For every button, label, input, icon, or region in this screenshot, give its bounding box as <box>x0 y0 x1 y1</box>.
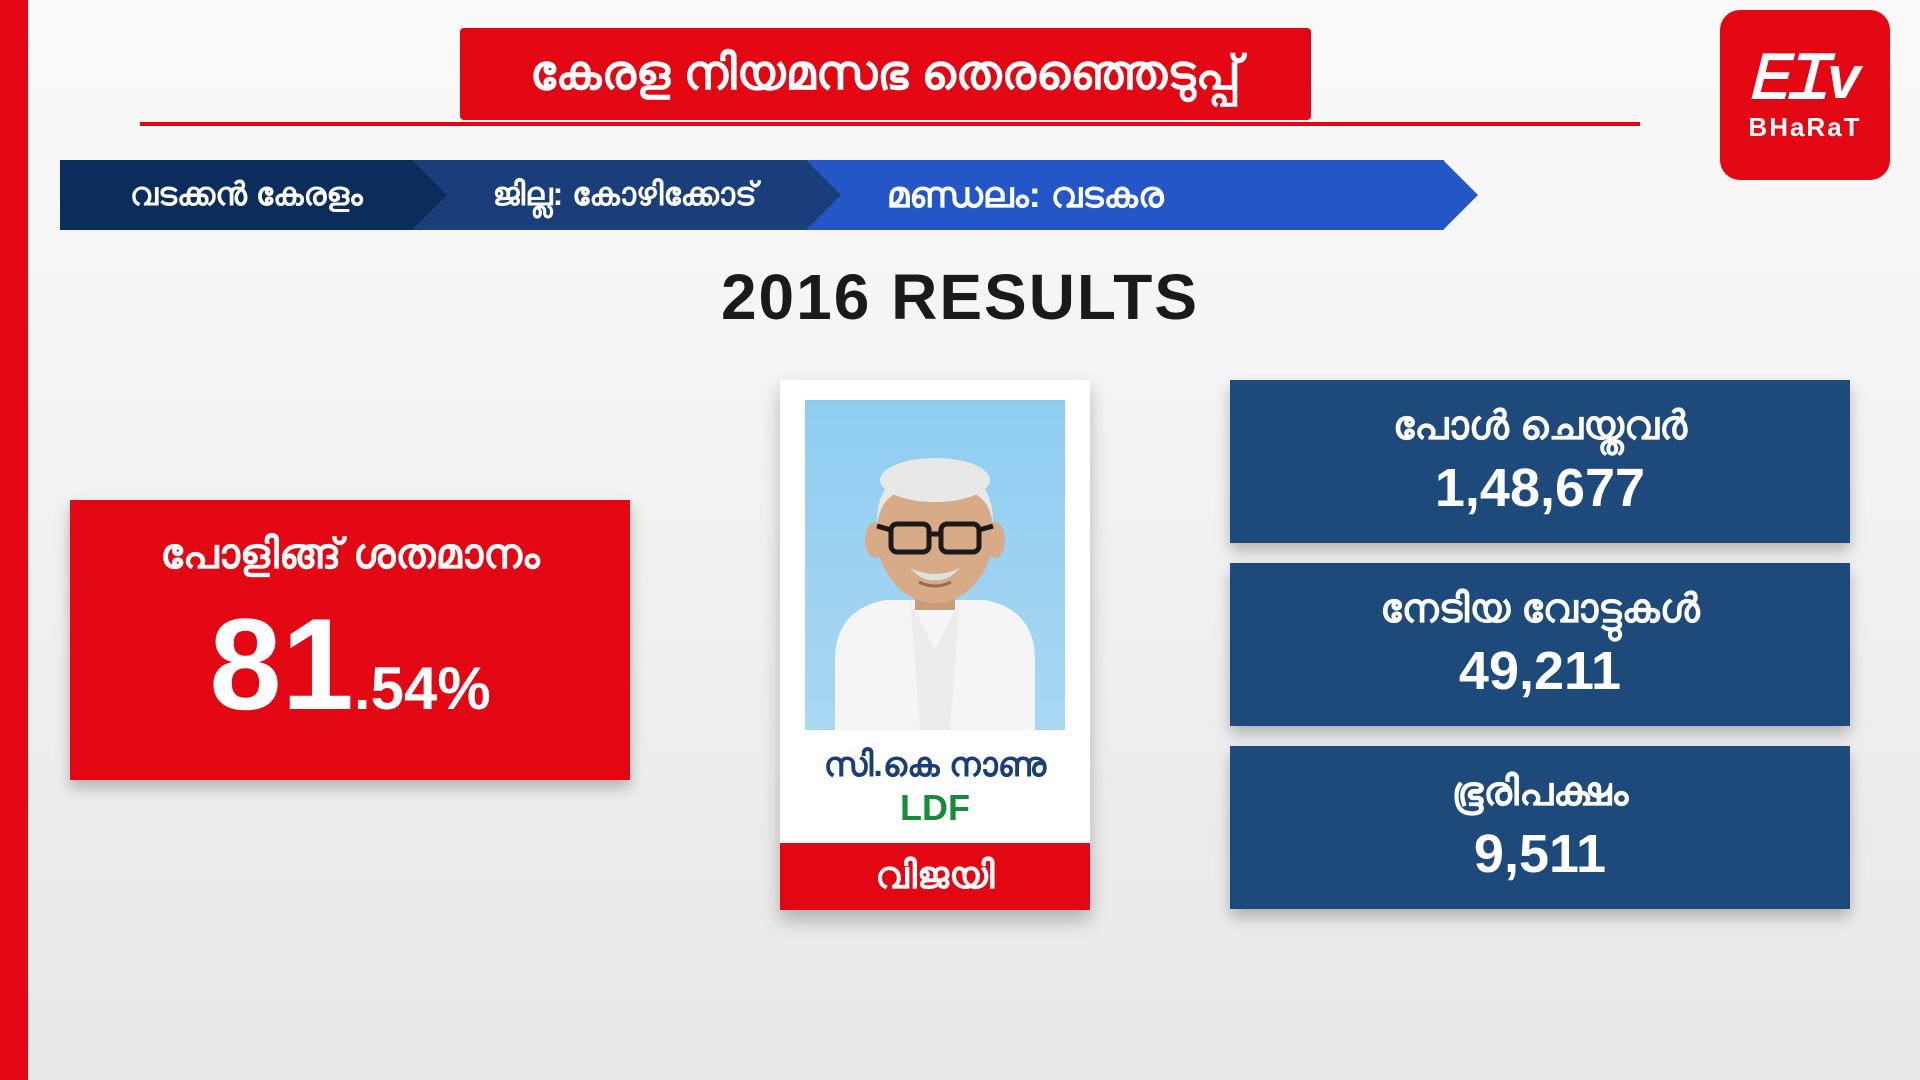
stat-polled: പോൾ ചെയ്തവർ 1,48,677 <box>1230 380 1850 543</box>
candidate-party: LDF <box>780 787 1090 843</box>
person-icon <box>815 430 1055 730</box>
polling-percent-label: പോളിങ്ങ് ശതമാനം <box>70 530 630 579</box>
stats-column: പോൾ ചെയ്തവർ 1,48,677 നേടിയ വോട്ടുകൾ 49,2… <box>1230 380 1850 909</box>
polling-percent-int: 81 <box>209 591 354 737</box>
candidate-card: സി.കെ നാണു LDF വിജയി <box>780 380 1090 910</box>
logo-text-top: ᎬᏆv <box>1749 48 1860 108</box>
stat-votes-label: നേടിയ വോട്ടുകൾ <box>1240 587 1840 632</box>
page-title: കേരള നിയമസഭ തെരഞ്ഞെടുപ്പ് <box>460 28 1311 120</box>
left-accent-bar <box>0 0 28 1080</box>
candidate-status-badge: വിജയി <box>780 843 1090 910</box>
breadcrumb-constituency: മണ്ഡലം: വടകര <box>807 160 1444 230</box>
stat-margin-label: ഭൂരിപക്ഷം <box>1240 770 1840 815</box>
polling-percent-box: പോളിങ്ങ് ശതമാനം 81.54% <box>70 500 630 780</box>
breadcrumb-region: വടക്കൻ കേരളം <box>60 160 413 230</box>
logo-text-bottom: BHaRaT <box>1748 112 1861 143</box>
candidate-photo <box>805 400 1065 730</box>
stat-margin: ഭൂരിപക്ഷം 9,511 <box>1230 746 1850 909</box>
breadcrumb-region-label: വടക്കൻ കേരളം <box>130 176 363 214</box>
title-underline <box>140 122 1640 126</box>
brand-logo: ᎬᏆv BHaRaT <box>1720 10 1890 180</box>
polling-percent-value: 81.54% <box>70 599 630 729</box>
infographic-container: കേരള നിയമസഭ തെരഞ്ഞെടുപ്പ് ᎬᏆv BHaRaT വടക… <box>0 0 1920 1080</box>
breadcrumb: വടക്കൻ കേരളം ജില്ല: കോഴിക്കോട് മണ്ഡലം: വ… <box>60 160 1444 230</box>
stat-polled-label: പോൾ ചെയ്തവർ <box>1240 404 1840 449</box>
breadcrumb-district: ജില്ല: കോഴിക്കോട് <box>413 160 807 230</box>
stat-margin-value: 9,511 <box>1240 823 1840 885</box>
stat-votes: നേടിയ വോട്ടുകൾ 49,211 <box>1230 563 1850 726</box>
stat-votes-value: 49,211 <box>1240 640 1840 702</box>
candidate-name: സി.കെ നാണു <box>780 740 1090 787</box>
polling-percent-dec: .54% <box>354 655 491 722</box>
breadcrumb-constituency-label: മണ്ഡലം: വടകര <box>887 174 1164 217</box>
section-heading: 2016 RESULTS <box>0 260 1920 334</box>
breadcrumb-district-label: ജില്ല: കോഴിക്കോട് <box>493 176 757 214</box>
stat-polled-value: 1,48,677 <box>1240 457 1840 519</box>
